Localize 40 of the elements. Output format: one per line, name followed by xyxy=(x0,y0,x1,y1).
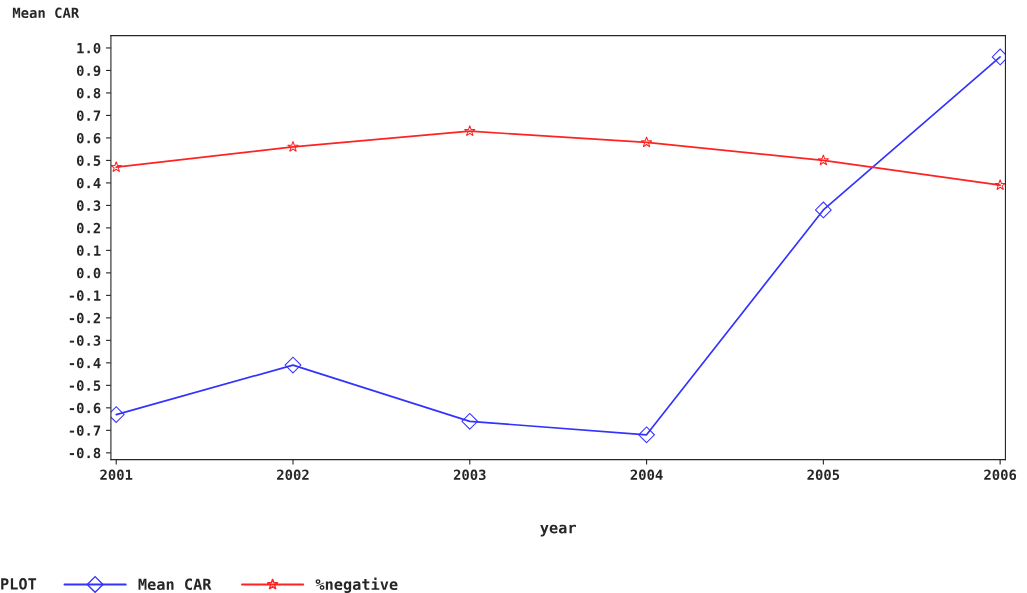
y-tick-label: 0.3 xyxy=(76,200,101,211)
point xyxy=(284,356,302,374)
x-tick-label: 2006 xyxy=(984,469,1017,481)
point xyxy=(287,140,299,152)
point xyxy=(110,161,123,173)
x-tick-label: 2002 xyxy=(277,469,309,481)
y-tick-label: -0.8 xyxy=(69,447,101,459)
y-tick-label: -0.5 xyxy=(69,380,101,391)
y-tick-label: 0.2 xyxy=(76,222,101,234)
y-tick-label: 0.5 xyxy=(76,155,101,166)
y-tick-label: -0.6 xyxy=(69,402,101,414)
point xyxy=(817,154,830,166)
legend-label: %negative xyxy=(315,577,398,593)
x-tick-label: 2001 xyxy=(100,469,133,481)
x-tick-label: 2003 xyxy=(453,469,486,481)
y-axis-title: Mean CAR xyxy=(12,7,80,19)
y-tick-label: 0.4 xyxy=(76,177,101,189)
y-tick-label: 0.0 xyxy=(76,267,101,279)
x-tick-label: 2004 xyxy=(630,469,663,481)
point xyxy=(461,412,479,430)
legend-title: PLOT xyxy=(1,578,37,590)
point xyxy=(463,125,476,137)
y-tick-label: -0.1 xyxy=(69,290,101,301)
y-tick-label: 0.7 xyxy=(76,110,101,121)
y-tick-label: 0.8 xyxy=(76,87,101,99)
x-tick-label: 2005 xyxy=(807,469,840,481)
point xyxy=(814,201,832,219)
y-tick-label: 0.6 xyxy=(76,132,101,144)
point xyxy=(640,136,653,148)
legend-label: Mean CAR xyxy=(138,578,212,591)
y-tick-label: -0.3 xyxy=(69,335,101,346)
y-tick-label: -0.4 xyxy=(69,357,101,369)
y-tick-label: -0.2 xyxy=(69,312,101,324)
y-tick-label: 0.9 xyxy=(76,65,101,76)
y-tick-label: 0.1 xyxy=(76,245,101,256)
point xyxy=(994,179,1006,191)
point xyxy=(638,426,655,444)
y-tick-label: 1.0 xyxy=(77,42,101,54)
x-axis-title: year xyxy=(540,524,576,537)
y-tick-label: -0.7 xyxy=(69,425,101,436)
